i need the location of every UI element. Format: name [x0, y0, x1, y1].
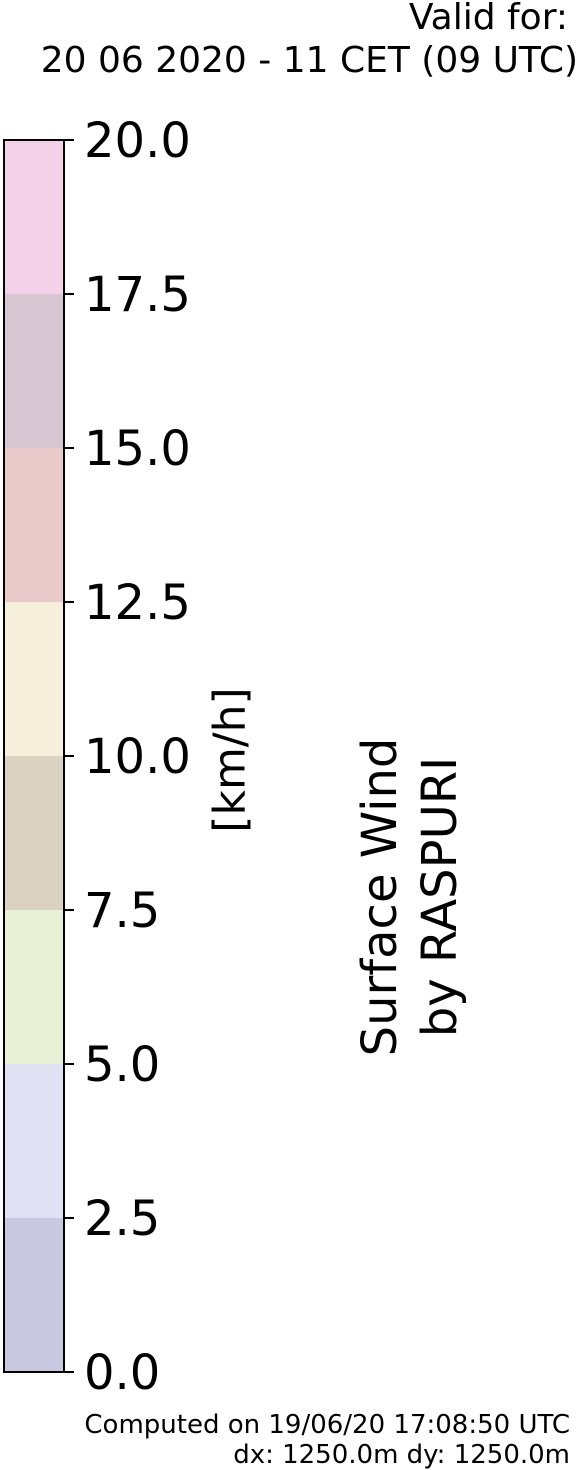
colorbar-bin-5	[4, 448, 64, 602]
tick-label-4: 10.0	[84, 729, 191, 785]
grid-resolution: dx: 1250.0m dy: 1250.0m	[233, 1440, 570, 1470]
tick-label-2: 5.0	[84, 1037, 160, 1093]
colorbar-bin-4	[4, 602, 64, 756]
colorbar-bin-2	[4, 910, 64, 1064]
colorbar-bins	[4, 140, 64, 1372]
tick-label-6: 15.0	[84, 421, 191, 477]
colorbar-ticks: 0.0 2.5 5.0 7.5 10.0 12.5 15.0 17.5 20.0	[64, 113, 191, 1401]
tick-label-5: 12.5	[84, 575, 191, 631]
chart-title-block: Surface Wind by RASPURI	[350, 738, 470, 1057]
tick-label-1: 2.5	[84, 1191, 160, 1247]
colorbar-bin-7	[4, 140, 64, 294]
tick-label-3: 7.5	[84, 883, 160, 939]
chart-subtitle: by RASPURI	[410, 738, 470, 1057]
colorbar-bin-0	[4, 1218, 64, 1372]
tick-label-7: 17.5	[84, 267, 191, 323]
chart-title: Surface Wind	[350, 738, 410, 1057]
tick-label-0: 0.0	[84, 1345, 160, 1401]
computed-timestamp: Computed on 19/06/20 17:08:50 UTC	[84, 1410, 570, 1440]
colorbar-bin-3	[4, 756, 64, 910]
tick-label-8: 20.0	[84, 113, 191, 169]
unit-label: [km/h]	[205, 687, 256, 832]
colorbar-bin-6	[4, 294, 64, 448]
colorbar-bin-1	[4, 1064, 64, 1218]
